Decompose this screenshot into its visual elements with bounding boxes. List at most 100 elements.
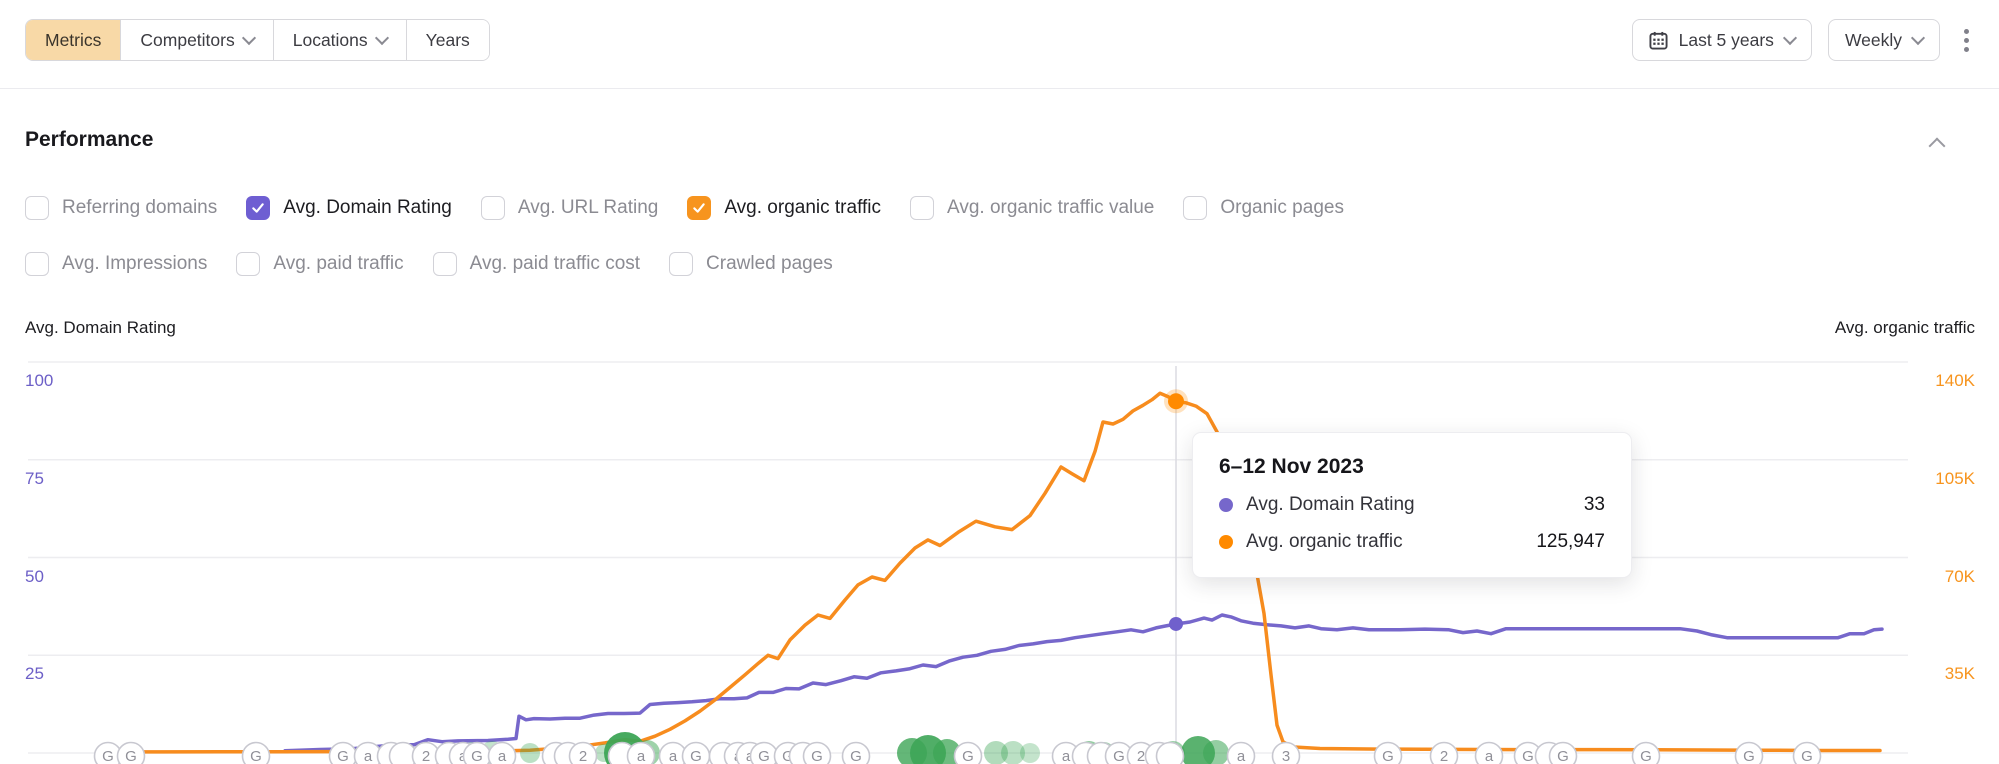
checkbox-unchecked-icon — [236, 252, 261, 276]
tab-years[interactable]: Years — [405, 20, 489, 60]
metric-checkbox-crawled-pages[interactable]: Crawled pages — [669, 252, 833, 276]
calendar-icon — [1649, 31, 1668, 50]
date-range-button[interactable]: Last 5 years — [1631, 19, 1812, 61]
event-marker-label: G — [1640, 748, 1652, 764]
event-marker-label: 3 — [1282, 748, 1290, 764]
event-marker[interactable] — [1271, 741, 1301, 764]
metric-label: Avg. organic traffic — [724, 197, 882, 218]
right-tick-label: 105K — [1935, 468, 1975, 488]
metric-checkbox-avg-paid-traffic-cost[interactable]: Avg. paid traffic cost — [432, 252, 641, 276]
event-marker[interactable] — [802, 741, 832, 764]
event-marker[interactable] — [1373, 741, 1403, 764]
event-blob[interactable] — [984, 741, 1008, 764]
event-marker[interactable] — [241, 741, 271, 764]
event-marker[interactable] — [568, 741, 598, 764]
event-marker[interactable] — [1734, 741, 1764, 764]
tab-metrics[interactable]: Metrics — [26, 20, 121, 60]
left-tick-label: 50 — [25, 566, 44, 586]
checkbox-unchecked-icon — [480, 196, 505, 220]
event-marker[interactable] — [626, 741, 656, 764]
event-marker-label: 2 — [422, 748, 430, 764]
right-axis-title: Avg. organic traffic — [1834, 318, 1975, 337]
granularity-label: Weekly — [1844, 29, 1902, 50]
tab-competitors[interactable]: Competitors — [120, 20, 273, 60]
metric-checkbox-referring-domains[interactable]: Referring domains — [25, 196, 217, 220]
event-marker[interactable] — [1548, 741, 1578, 764]
event-marker-label: G — [850, 748, 862, 764]
event-marker-label: G — [471, 748, 483, 764]
toolbar-right: Last 5 years Weekly — [1631, 19, 1977, 61]
event-marker[interactable] — [1631, 741, 1661, 764]
tooltip-rows: Avg. Domain Rating 33 Avg. organic traffic… — [1219, 494, 1605, 553]
metric-toggle-row-2: Avg. Impressions Avg. paid traffic Avg. pa… — [25, 252, 833, 276]
metric-label: Avg. paid traffic — [273, 253, 404, 274]
event-marker-label: G — [1522, 748, 1534, 764]
left-axis-title: Avg. Domain Rating — [25, 318, 176, 337]
tab-competitors-label: Competitors — [140, 29, 235, 50]
tooltip-row: Avg. Domain Rating 33 — [1219, 494, 1605, 516]
tooltip-row: Avg. organic traffic 125,947 — [1219, 531, 1605, 553]
event-marker[interactable] — [1429, 741, 1459, 764]
event-marker-label: G — [102, 748, 114, 764]
event-marker-label: G — [1557, 748, 1569, 764]
event-marker[interactable] — [953, 741, 983, 764]
event-blob[interactable] — [1020, 743, 1040, 763]
metric-label: Avg. organic traffic value — [947, 197, 1155, 218]
right-tick-label: 35K — [1944, 664, 1975, 684]
event-marker-label: a — [364, 748, 373, 764]
tooltip-series-label: Avg. Domain Rating — [1246, 494, 1415, 515]
tab-metrics-label: Metrics — [45, 29, 102, 50]
event-marker-label: G — [1113, 748, 1125, 764]
event-marker-label: G — [758, 748, 770, 764]
checkbox-unchecked-icon — [1183, 196, 1208, 220]
metric-label: Avg. Domain Rating — [283, 197, 452, 218]
metric-label: Crawled pages — [706, 253, 833, 274]
view-tabs: Metrics Competitors Locations Years — [25, 19, 490, 61]
event-blob[interactable] — [1203, 740, 1229, 764]
event-marker[interactable] — [1792, 741, 1822, 764]
granularity-button[interactable]: Weekly — [1827, 19, 1940, 61]
event-blob[interactable] — [1001, 741, 1025, 764]
kebab-menu-icon[interactable] — [1956, 23, 1977, 58]
metric-label: Avg. URL Rating — [517, 197, 659, 218]
left-tick-label: 100 — [25, 371, 54, 390]
metric-checkbox-avg-impressions[interactable]: Avg. Impressions — [25, 252, 207, 276]
event-marker[interactable] — [1155, 741, 1185, 764]
metric-checkbox-organic-pages[interactable]: Organic pages — [1183, 196, 1344, 220]
checkbox-unchecked-icon — [25, 196, 49, 220]
metric-checkbox-avg-url-rating[interactable]: Avg. URL Rating — [480, 196, 659, 220]
event-marker-label: 2 — [1137, 748, 1145, 764]
event-marker-label: a — [498, 748, 507, 764]
metric-toggle-row-1: Referring domains Avg. Domain Rating Avg. … — [25, 196, 1344, 220]
hover-point-organic-traffic — [1168, 393, 1184, 410]
metric-checkbox-avg-organic-traffic[interactable]: Avg. organic traffic — [687, 196, 881, 220]
checkbox-unchecked-icon — [25, 252, 49, 276]
metric-label: Avg. paid traffic cost — [469, 253, 641, 274]
event-marker[interactable] — [841, 741, 871, 764]
series-dot-icon — [1219, 535, 1233, 549]
chart-tooltip: 6–12 Nov 2023 Avg. Domain Rating 33 Avg. o… — [1192, 432, 1632, 578]
checkbox-unchecked-icon — [910, 196, 935, 220]
checkbox-unchecked-icon — [432, 252, 457, 276]
event-marker[interactable] — [487, 741, 517, 764]
event-marker-label: G — [782, 748, 794, 764]
event-marker-label: a — [1237, 748, 1246, 764]
event-marker-label: a — [1485, 748, 1494, 764]
event-blob[interactable] — [520, 743, 540, 763]
series-domain-rating — [283, 613, 1884, 753]
metric-checkbox-avg-paid-traffic[interactable]: Avg. paid traffic — [236, 252, 404, 276]
event-marker-label: a — [637, 748, 646, 764]
tab-locations[interactable]: Locations — [272, 20, 406, 60]
right-tick-label: 70K — [1944, 566, 1975, 586]
metric-checkbox-avg-organic-traffic-value[interactable]: Avg. organic traffic value — [910, 196, 1154, 220]
hover-point-domain-rating — [1169, 616, 1183, 631]
event-marker-label: G — [1743, 748, 1755, 764]
metric-checkbox-avg-domain-rating[interactable]: Avg. Domain Rating — [246, 196, 452, 220]
event-marker[interactable] — [1226, 741, 1256, 764]
event-marker[interactable] — [116, 741, 146, 764]
event-marker[interactable] — [1474, 741, 1504, 764]
section-title: Performance — [25, 128, 154, 151]
event-marker-label: a — [1062, 748, 1071, 764]
